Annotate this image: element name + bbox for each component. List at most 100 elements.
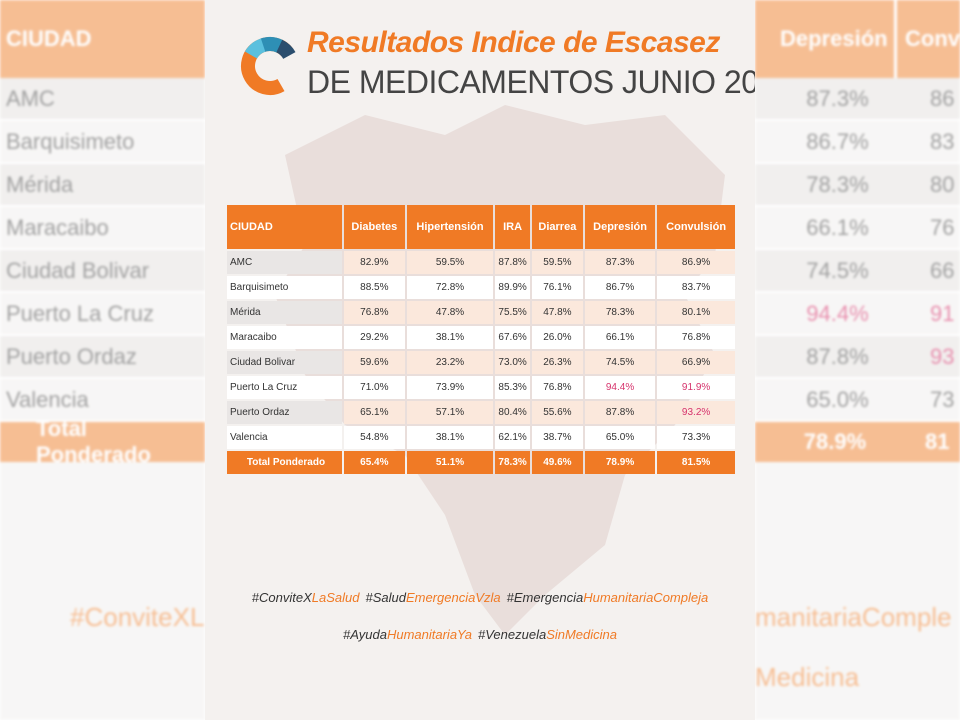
row-value: 38.1% [406, 426, 494, 449]
bg-right-cell: 86.7% [806, 128, 869, 154]
hashtag: #SaludEmergenciaVzla [365, 590, 500, 605]
infographic: Resultados Indice de Escasez DE MEDICAME… [205, 0, 755, 720]
column-header: Diabetes [344, 205, 405, 249]
hashtag-part: EmergenciaVzla [405, 590, 501, 605]
bg-left-row: Barquisimeto [0, 121, 205, 164]
row-value: 54.8% [344, 426, 405, 449]
column-header: Depresión [584, 205, 656, 249]
row-value: 76.1% [531, 276, 583, 299]
bg-left-row: Puerto Ordaz [0, 336, 205, 379]
row-value: 38.1% [406, 326, 494, 349]
table-header-row: CIUDAD Diabetes Hipertensión IRA Diarrea Depr… [227, 205, 735, 249]
bg-right-panel: Depresión Conv 87.3% 86 86.7% 83 78.3% 80 66.1… [755, 0, 960, 720]
bg-right-cell: 76 [930, 214, 955, 240]
hashtag-part: HumanitariaCompleja [583, 590, 709, 605]
total-value: 51.1% [406, 451, 494, 474]
hashtag: #ConviteXLaSalud [252, 590, 360, 605]
table-row: AMC 82.9% 59.5% 87.8% 59.5% 87.3% 86.9% [227, 251, 735, 274]
bg-right-tag1: manitariaComple [755, 602, 952, 632]
row-value: 89.9% [495, 276, 530, 299]
bg-right-row: 65.0% 73 [755, 379, 960, 422]
row-value: 86.7% [584, 276, 656, 299]
row-value: 80.1% [657, 301, 735, 324]
bg-right-row: 66.1% 76 [755, 207, 960, 250]
row-city: AMC [227, 251, 342, 274]
donut-chart-logo [241, 37, 299, 95]
hashtag-part: X [303, 590, 312, 605]
row-value: 59.6% [344, 351, 405, 374]
row-value: 62.1% [495, 426, 530, 449]
bg-right-cell: 73 [930, 386, 955, 412]
hashtag-part: #Salud [365, 590, 406, 605]
bg-right-total: 78.9% 81 [755, 422, 960, 462]
bg-right-cell: 74.5% [806, 257, 869, 283]
row-value: 93.2% [657, 401, 735, 424]
bg-right-cell: 87.3% [806, 85, 869, 111]
row-value: 67.6% [495, 326, 530, 349]
row-value: 80.4% [495, 401, 530, 424]
bg-right-row: 74.5% 66 [755, 250, 960, 293]
bg-right-cell: 93 [930, 343, 955, 369]
row-value: 55.6% [531, 401, 583, 424]
hashtag-part: SinMedicina [546, 627, 618, 642]
bg-left-row: Valencia [0, 379, 205, 422]
row-value: 88.5% [344, 276, 405, 299]
bg-right-cell: 91 [930, 300, 955, 326]
row-value: 83.7% [657, 276, 735, 299]
row-city: Mérida [227, 301, 342, 324]
row-value: 71.0% [344, 376, 405, 399]
row-value: 23.2% [406, 351, 494, 374]
row-value: 47.8% [531, 301, 583, 324]
bg-right-row: 87.8% 93 [755, 336, 960, 379]
hashtags-line1: #ConviteXLaSalud #SaludEmergenciaVzla #Eme… [205, 590, 755, 605]
table-row: Ciudad Bolivar 59.6% 23.2% 73.0% 26.3% 74.5% 6… [227, 351, 735, 374]
bg-right-total-1: 78.9% [803, 429, 867, 454]
bg-left-tag: #ConviteXLa [70, 602, 205, 632]
bg-right-total-2: 81 [925, 429, 950, 454]
row-value: 75.5% [495, 301, 530, 324]
bg-left-row: Maracaibo [0, 207, 205, 250]
bg-right-row: 87.3% 86 [755, 78, 960, 121]
table-row: Mérida 76.8% 47.8% 75.5% 47.8% 78.3% 80.1% [227, 301, 735, 324]
bg-right-row: 86.7% 83 [755, 121, 960, 164]
bg-right-header-2: Conv [905, 26, 960, 51]
row-value: 74.5% [584, 351, 656, 374]
row-city: Barquisimeto [227, 276, 342, 299]
row-value: 65.1% [344, 401, 405, 424]
row-value: 73.0% [495, 351, 530, 374]
total-value: 78.9% [584, 451, 656, 474]
row-value: 86.9% [657, 251, 735, 274]
row-value: 57.1% [406, 401, 494, 424]
row-value: 76.8% [531, 376, 583, 399]
bg-right-cell: 83 [930, 128, 955, 154]
total-row: Total Ponderado 65.4% 51.1% 78.3% 49.6% 78.9%… [227, 451, 735, 474]
total-value: 81.5% [657, 451, 735, 474]
row-value: 78.3% [584, 301, 656, 324]
table-row: Barquisimeto 88.5% 72.8% 89.9% 76.1% 86.7% 83.… [227, 276, 735, 299]
table-row: Puerto La Cruz 71.0% 73.9% 85.3% 76.8% 94.4% 9… [227, 376, 735, 399]
row-value: 66.9% [657, 351, 735, 374]
hashtag-part: #Convite [251, 590, 304, 605]
hashtag: #AyudaHumanitariaYa [343, 627, 472, 642]
row-value: 65.0% [584, 426, 656, 449]
hashtag-part: #Emergencia [506, 590, 584, 605]
row-value: 26.0% [531, 326, 583, 349]
bg-right-row: 94.4% 91 [755, 293, 960, 336]
bg-right-tag2: Medicina [755, 662, 860, 692]
row-value: 94.4% [584, 376, 656, 399]
row-value: 87.8% [495, 251, 530, 274]
total-label: Total Ponderado [227, 451, 342, 474]
bg-right-header: Depresión Conv [755, 0, 960, 78]
hashtag-part: LaSalud [311, 590, 360, 605]
row-value: 38.7% [531, 426, 583, 449]
row-value: 82.9% [344, 251, 405, 274]
bg-right-cell: 86 [930, 85, 955, 111]
bg-right-cell: 78.3% [806, 171, 869, 197]
column-header-city: CIUDAD [227, 205, 342, 249]
bg-left-header: CIUDAD [0, 0, 205, 78]
row-value: 91.9% [657, 376, 735, 399]
column-header: Diarrea [531, 205, 583, 249]
row-value: 29.2% [344, 326, 405, 349]
bg-left-row: Puerto La Cruz [0, 293, 205, 336]
